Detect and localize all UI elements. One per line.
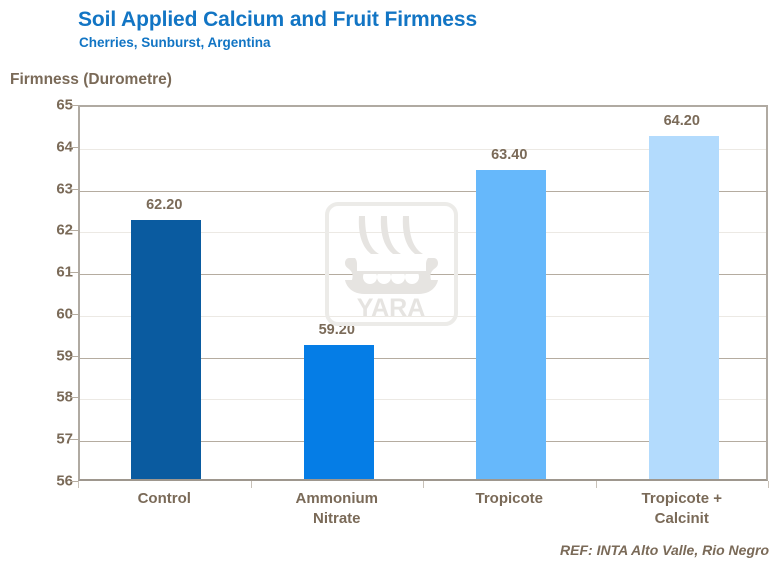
y-tick-label: 61 xyxy=(56,263,73,281)
bar-value-label: 63.40 xyxy=(491,146,528,163)
x-tick-mark xyxy=(423,481,424,488)
y-tick-mark xyxy=(70,397,78,399)
x-category-label: Tropicote + Calcinit xyxy=(596,489,769,529)
y-tick-mark xyxy=(70,355,78,357)
x-category-label-line: Control xyxy=(137,490,191,507)
chart-subtitle: Cherries, Sunburst, Argentina xyxy=(79,35,271,50)
gridline xyxy=(80,399,766,401)
y-tick-label: 62 xyxy=(56,221,73,239)
y-tick-label: 59 xyxy=(56,347,73,365)
y-tick-mark xyxy=(70,146,78,148)
plot-area xyxy=(78,105,768,481)
x-tick-mark xyxy=(768,481,769,488)
gridline xyxy=(80,357,766,359)
y-tick-mark xyxy=(70,230,78,232)
y-tick-label: 60 xyxy=(56,305,73,323)
bar[interactable] xyxy=(476,169,547,479)
y-axis-label: Firmness (Durometre) xyxy=(10,71,172,88)
y-tick-mark xyxy=(70,272,78,274)
y-tick-label: 57 xyxy=(56,430,73,448)
y-tick-label: 64 xyxy=(56,138,73,156)
x-category-label-line: Nitrate xyxy=(312,510,361,527)
x-tick-mark xyxy=(595,481,597,488)
x-tick-mark xyxy=(250,481,252,488)
y-tick-mark xyxy=(70,439,78,441)
y-tick-mark xyxy=(70,105,78,106)
x-category-label: Tropicote xyxy=(423,489,596,509)
bar[interactable] xyxy=(303,345,374,479)
x-category-label: Control xyxy=(78,489,251,509)
x-tick-mark xyxy=(78,481,79,488)
gridline xyxy=(80,148,766,150)
gridline xyxy=(80,190,766,192)
y-tick-label: 58 xyxy=(56,388,73,406)
y-axis-ticks: 65 64 63 62 61 60 59 58 57 56 xyxy=(0,0,78,563)
bar[interactable] xyxy=(131,219,202,479)
bar-value-label: 59.20 xyxy=(318,322,355,339)
y-tick-label: 56 xyxy=(56,472,73,490)
y-tick-mark xyxy=(70,313,78,315)
x-category-label-line: Tropicote xyxy=(475,490,543,507)
reference-annotation: REF: INTA Alto Valle, Rio Negro xyxy=(560,542,769,558)
bar-value-label: 62.20 xyxy=(146,196,183,213)
y-tick-label: 65 xyxy=(56,96,73,114)
x-category-label-line: Tropicote + xyxy=(641,490,722,507)
x-category-label-line: Calcinit xyxy=(654,510,709,527)
bar-value-label: 64.20 xyxy=(663,113,700,130)
x-category-label-line: Ammonium xyxy=(295,490,379,507)
y-tick-mark xyxy=(70,188,78,190)
y-tick-label: 63 xyxy=(56,180,73,198)
x-category-label: Ammonium Nitrate xyxy=(251,489,424,529)
chart-title: Soil Applied Calcium and Fruit Firmness xyxy=(78,8,478,31)
gridline xyxy=(80,441,766,443)
y-tick-mark xyxy=(70,481,78,482)
bar[interactable] xyxy=(648,136,719,479)
